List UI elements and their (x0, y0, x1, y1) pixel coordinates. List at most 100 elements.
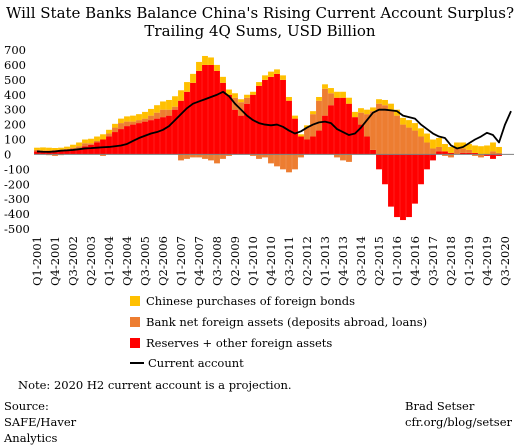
x-tick-label: Q1-2007 (174, 236, 188, 286)
x-tick-label: Q1-2019 (462, 236, 476, 286)
legend-line-current-account (130, 362, 144, 364)
bar-reserves (442, 151, 448, 155)
bar-reserves (340, 97, 346, 155)
bar-banks (250, 154, 256, 156)
bar-banks (376, 103, 382, 155)
bar-bonds (70, 144, 76, 148)
bar-bonds (82, 139, 88, 144)
bar-bonds (232, 93, 238, 98)
bar-banks (118, 123, 124, 130)
legend-swatch-bonds (130, 296, 140, 306)
bar-bonds (418, 128, 424, 137)
x-tick-label: Q3-2011 (282, 236, 296, 286)
bar-bonds (160, 101, 166, 110)
legend-label-banks: Bank net foreign assets (deposits abroad… (146, 315, 428, 329)
bar-banks (244, 97, 250, 104)
bar-reserves (172, 109, 178, 155)
bar-bonds (286, 96, 292, 101)
bar-reserves (154, 118, 160, 155)
bar-bonds (124, 116, 130, 122)
bar-reserves (418, 154, 424, 185)
bar-reserves (376, 154, 382, 170)
bar-bonds (154, 105, 160, 113)
bar-reserves (310, 136, 316, 155)
bar-banks (334, 154, 340, 158)
x-tick-label: Q3-2008 (210, 236, 224, 286)
bar-bonds (358, 108, 364, 113)
bar-bonds (196, 61, 202, 71)
bar-banks (340, 154, 346, 161)
bar-reserves (82, 146, 88, 155)
bar-banks (82, 143, 88, 147)
bar-bonds (106, 129, 112, 134)
bar-banks (448, 154, 454, 158)
line-current-account (36, 90, 512, 153)
bar-banks (388, 109, 394, 155)
bar-bonds (304, 125, 310, 128)
bar-reserves (250, 94, 256, 155)
bar-bonds (436, 138, 442, 147)
bar-bonds (244, 94, 250, 98)
bar-reserves (256, 85, 262, 155)
bar-bonds (280, 75, 286, 80)
bar-reserves (220, 82, 226, 155)
bar-bonds (226, 89, 232, 95)
bar-bonds (400, 117, 406, 125)
bar-banks (88, 143, 94, 145)
chart-title-block: Will State Banks Balance China's Rising … (0, 4, 520, 40)
bar-bonds (376, 99, 382, 104)
bar-banks (292, 154, 298, 170)
bar-banks (418, 136, 424, 155)
bar-banks (166, 109, 172, 116)
bar-bonds (448, 146, 454, 153)
legend-label-bonds: Chinese purchases of foreign bonds (146, 294, 356, 308)
bar-banks (214, 154, 220, 164)
bar-bonds (46, 147, 52, 151)
bar-bonds (112, 123, 118, 128)
bar-reserves (496, 154, 502, 156)
bar-banks (490, 151, 496, 155)
bar-banks (64, 148, 70, 150)
bar-banks (274, 154, 280, 167)
bar-bonds (94, 136, 100, 141)
bar-bonds (292, 115, 298, 119)
bar-bonds (190, 73, 196, 83)
x-tick-label: Q4-2013 (336, 236, 350, 286)
x-tick-label: Q3-2014 (354, 236, 368, 286)
bar-banks (316, 100, 322, 131)
bar-bonds (298, 134, 304, 137)
bar-bonds (184, 82, 190, 92)
legend-item-banks: Bank net foreign assets (deposits abroad… (130, 315, 427, 329)
bar-reserves (178, 100, 184, 155)
bar-bonds (58, 147, 64, 150)
bar-reserves (208, 64, 214, 155)
x-tick-label: Q1-2016 (390, 236, 404, 286)
bar-bonds (430, 139, 436, 149)
bar-banks (124, 121, 130, 127)
y-tick-label: -300 (4, 192, 30, 206)
bar-reserves (484, 154, 490, 156)
bar-reserves (142, 121, 148, 155)
bar-bonds (64, 146, 70, 149)
y-tick-label: 500 (4, 73, 26, 87)
y-tick-label: 200 (4, 118, 26, 132)
y-tick-label: -100 (4, 162, 30, 176)
x-tick-label: Q2-2003 (84, 236, 98, 286)
bar-reserves (490, 154, 496, 159)
bar-bonds (148, 108, 154, 116)
bar-banks (100, 154, 106, 156)
y-tick-label: -400 (4, 207, 30, 221)
bar-bonds (334, 91, 340, 98)
bar-reserves (274, 73, 280, 155)
x-tick-label: Q3-2017 (426, 236, 440, 286)
bar-banks (268, 154, 274, 164)
x-tick-label: Q4-2001 (48, 236, 62, 286)
bar-bonds (202, 55, 208, 65)
bar-reserves (268, 76, 274, 155)
bar-reserves (352, 117, 358, 155)
bar-reserves (400, 154, 406, 221)
bar-banks (202, 154, 208, 159)
bar-reserves (460, 152, 466, 155)
bar-bonds (352, 111, 358, 118)
legend-swatch-reserves (130, 338, 140, 348)
